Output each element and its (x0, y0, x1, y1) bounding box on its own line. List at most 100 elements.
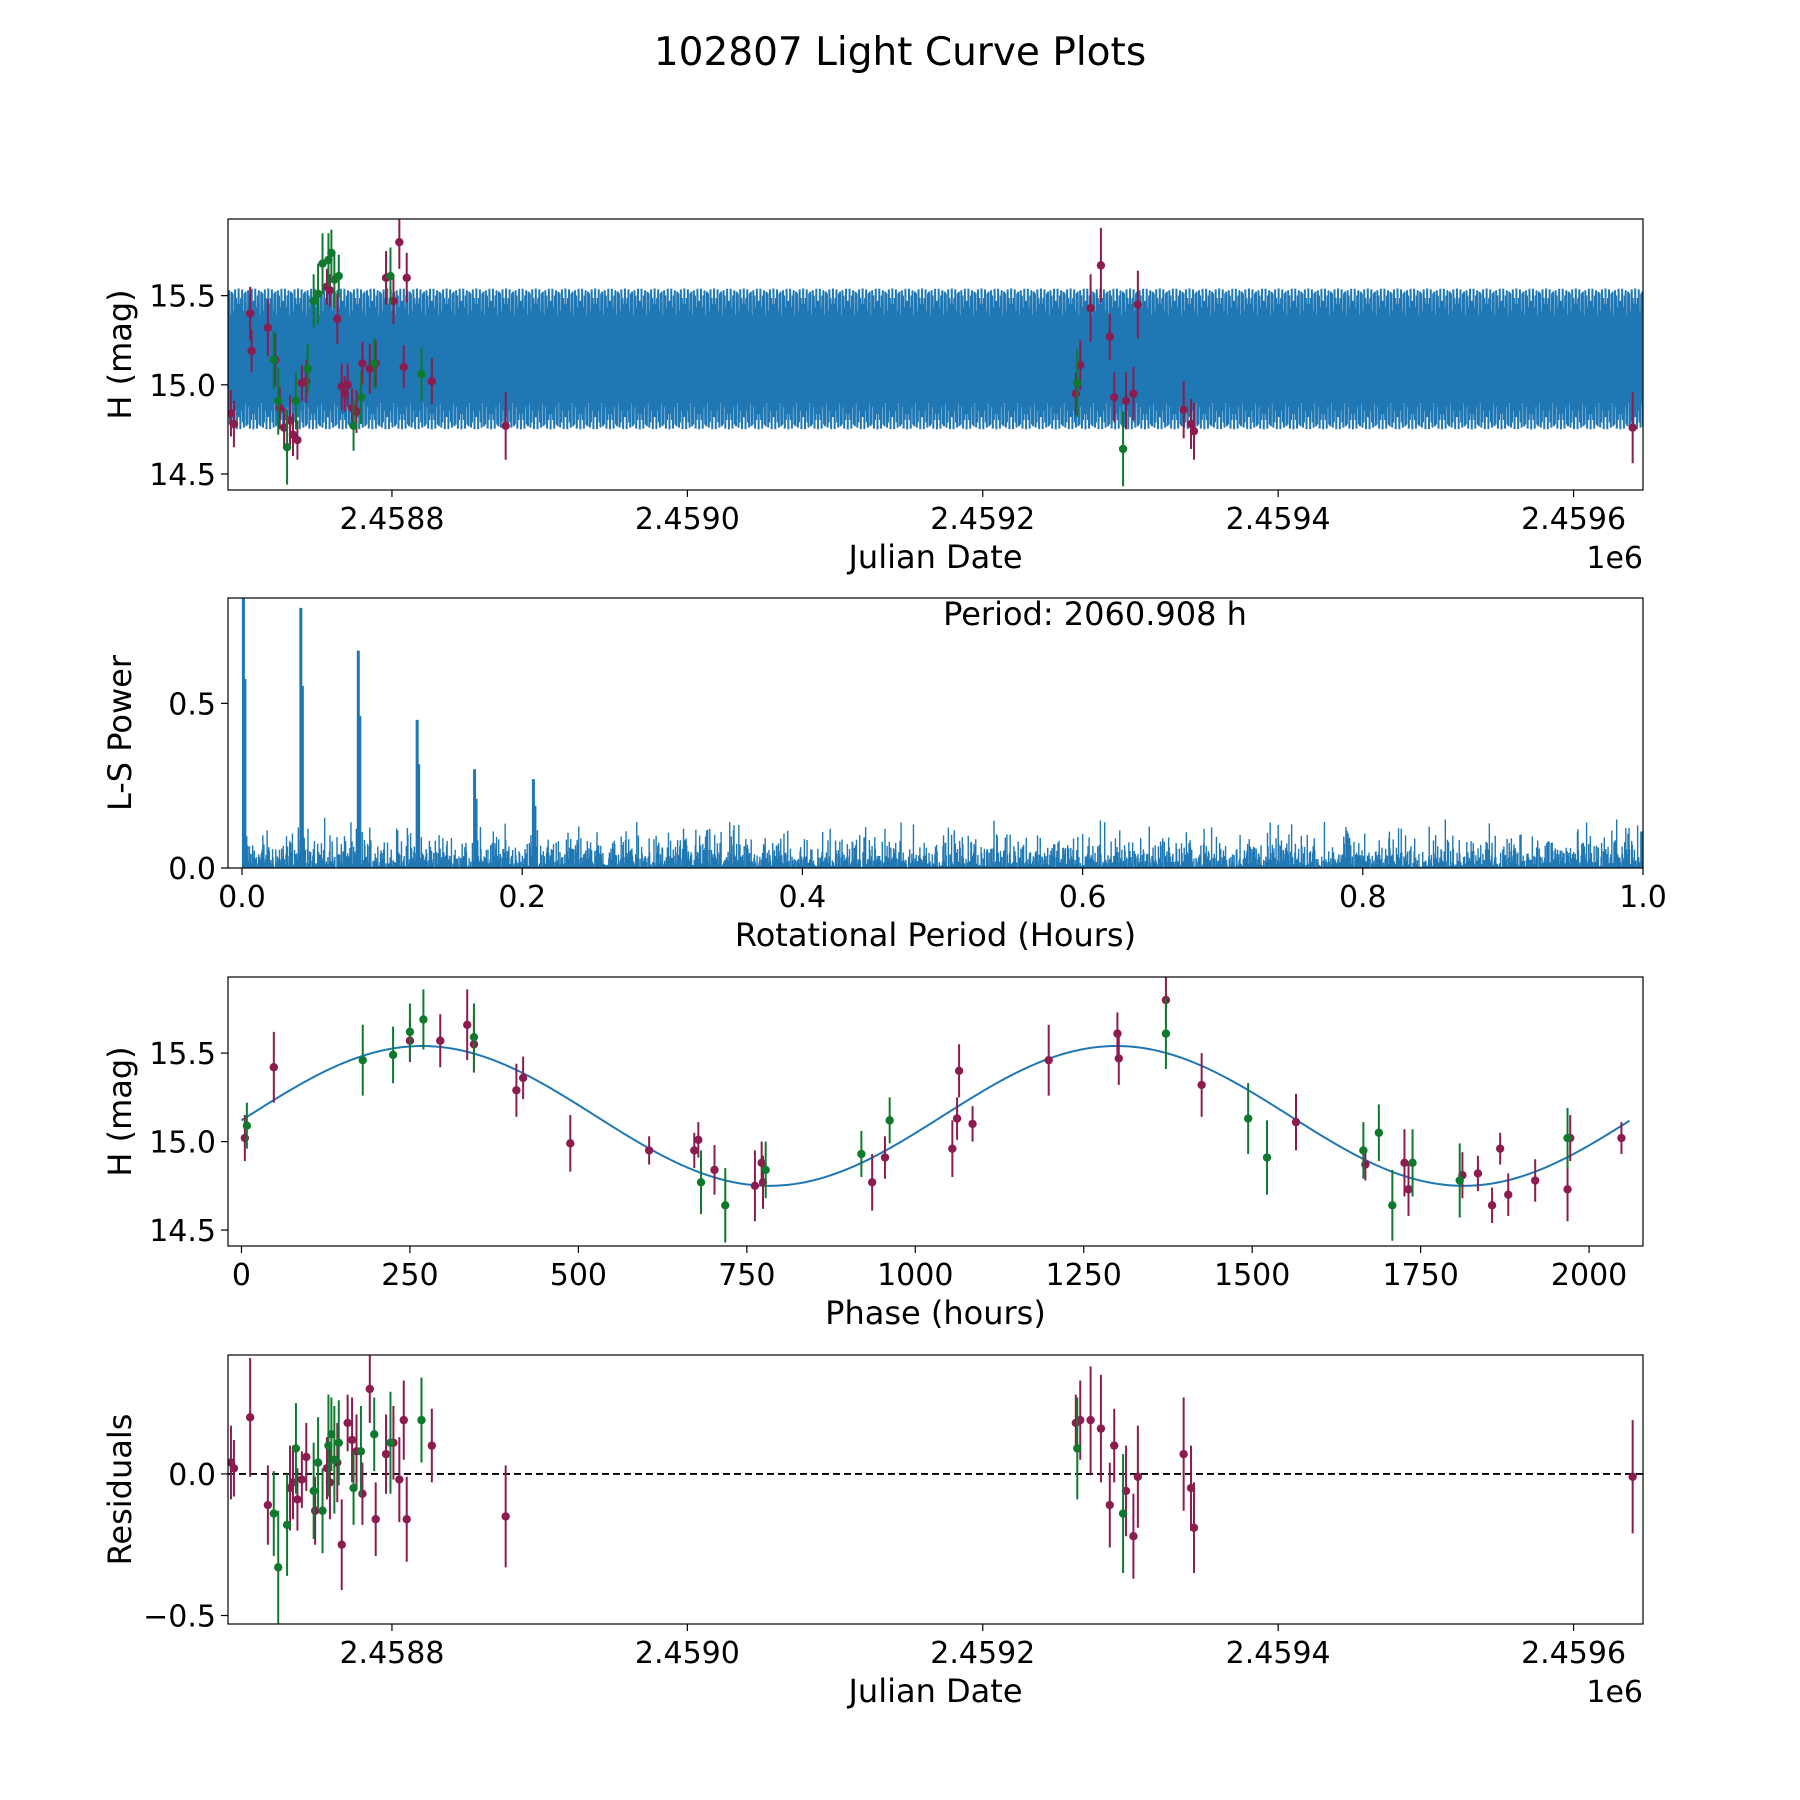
series-b-point (1118, 1509, 1128, 1518)
series-a-point (501, 1512, 510, 1521)
x-tick-label: 2.4596 (1521, 1636, 1626, 1671)
series-a-point (427, 1441, 437, 1450)
y-tick-label: 0.5 (168, 687, 216, 722)
series-a-point (644, 1146, 654, 1155)
series-a-point (1105, 1500, 1114, 1510)
x-tick-label: 0.2 (498, 880, 546, 915)
series-a-point (1504, 1190, 1513, 1199)
series-b-point (309, 1486, 318, 1496)
y-tick-label: 15.0 (149, 1126, 216, 1161)
series-a-point (1404, 1185, 1413, 1194)
series-a-point (1473, 1169, 1483, 1178)
series-a-point (297, 1475, 307, 1484)
plot-area (240, 977, 1631, 1243)
series-a-point (1114, 1054, 1123, 1063)
series-b-point (282, 443, 292, 452)
series-a-point (1133, 1472, 1143, 1481)
period-annotation: Period: 2060.908 h (943, 595, 1247, 633)
series-b-point (349, 421, 358, 431)
series-a-point (1086, 1415, 1095, 1425)
series-a-point (358, 359, 367, 368)
periodogram-noise (245, 817, 1643, 868)
series-a-point (399, 1415, 408, 1425)
series-a-point (710, 1165, 719, 1175)
x-tick-label: 0.0 (218, 880, 266, 915)
series-a-point (395, 1475, 404, 1484)
series-a-point (690, 1146, 699, 1155)
x-tick-label: 1750 (1382, 1258, 1458, 1293)
series-b-point (1455, 1176, 1464, 1185)
x-axis-label: Phase (hours) (825, 1294, 1046, 1332)
series-a-point (395, 237, 404, 247)
y-tick-label: 15.0 (149, 369, 216, 404)
series-b-point (1388, 1201, 1397, 1210)
series-b-point (419, 1015, 428, 1024)
series-a-point (1189, 426, 1199, 436)
series-a-point (1179, 1449, 1188, 1459)
series-a-point (1197, 1080, 1206, 1090)
series-b-point (696, 1178, 706, 1187)
x-tick-label: 2.4590 (635, 502, 740, 537)
model-curve (240, 1045, 1631, 1187)
series-a-point (1113, 1029, 1122, 1038)
series-a-point (343, 1418, 352, 1428)
series-a-point (948, 1144, 957, 1153)
series-a-point (1044, 1055, 1053, 1065)
x-tick-label: 1500 (1214, 1258, 1290, 1293)
series-a-point (325, 286, 335, 295)
y-tick-label: 15.5 (149, 280, 216, 315)
series-a-point (325, 1478, 335, 1487)
model-curve (228, 288, 1643, 430)
axes-frame (227, 1354, 1644, 1625)
subplot-periodogram: 0.0 0.2 0.4 0.6 0.8 1.0 0.0 0.5 Rotational Perio… (101, 595, 1667, 954)
series-b-point (721, 1201, 730, 1210)
y-tick-label: 14.5 (149, 458, 216, 493)
series-b-point (885, 1116, 894, 1125)
x-tick-label: 2.4594 (1226, 502, 1331, 537)
series-b-point (349, 1483, 358, 1493)
series-a-point (1096, 1424, 1106, 1433)
axes-frame (227, 218, 1644, 491)
series-b-point (370, 1430, 379, 1439)
series-a-point (229, 1464, 239, 1473)
series-a-point (1487, 1201, 1497, 1210)
y-tick-label: 0.0 (168, 852, 216, 887)
x-tick-label: 2.4588 (339, 502, 444, 537)
series-a-point (1189, 1523, 1199, 1532)
series-b-point (334, 1438, 343, 1447)
series-b-point (857, 1149, 866, 1159)
series-a-point (402, 1515, 411, 1524)
series-b-point (388, 1050, 398, 1060)
y-axis-label: L-S Power (101, 654, 139, 811)
series-a-point (1096, 261, 1106, 270)
x-tick-label: 1.0 (1619, 880, 1667, 915)
series-b-point (405, 1027, 415, 1037)
x-tick-label: 250 (381, 1258, 438, 1293)
series-a-point (245, 1413, 255, 1422)
x-tick-label: 2.4588 (339, 1636, 444, 1671)
series-a-point (245, 309, 255, 318)
series-b-point (1563, 1133, 1572, 1143)
x-tick-label: 1250 (1046, 1258, 1122, 1293)
series-a-point (1129, 1532, 1138, 1541)
series-a-point (757, 1158, 766, 1168)
series-a-point (1121, 396, 1131, 406)
series-a-point (1400, 1158, 1409, 1168)
series-b-point (469, 1032, 479, 1042)
series-b-point (274, 1563, 283, 1572)
series-b-point (1073, 378, 1082, 388)
x-tick-label: 0.8 (1339, 880, 1387, 915)
y-tick-label: −0.5 (143, 1600, 216, 1635)
series-b-point (282, 1520, 292, 1530)
plot-area (228, 219, 1643, 487)
series-a-point (1105, 332, 1114, 341)
series-b-point (356, 393, 366, 402)
series-a-point (269, 1063, 279, 1072)
series-a-point (293, 1495, 302, 1504)
series-a-point (436, 1036, 445, 1045)
series-b-point (274, 396, 283, 406)
series-a-point (371, 1515, 380, 1524)
y-tick-label: 0.0 (168, 1458, 216, 1493)
x-axis-label: Rotational Period (Hours) (735, 916, 1136, 954)
